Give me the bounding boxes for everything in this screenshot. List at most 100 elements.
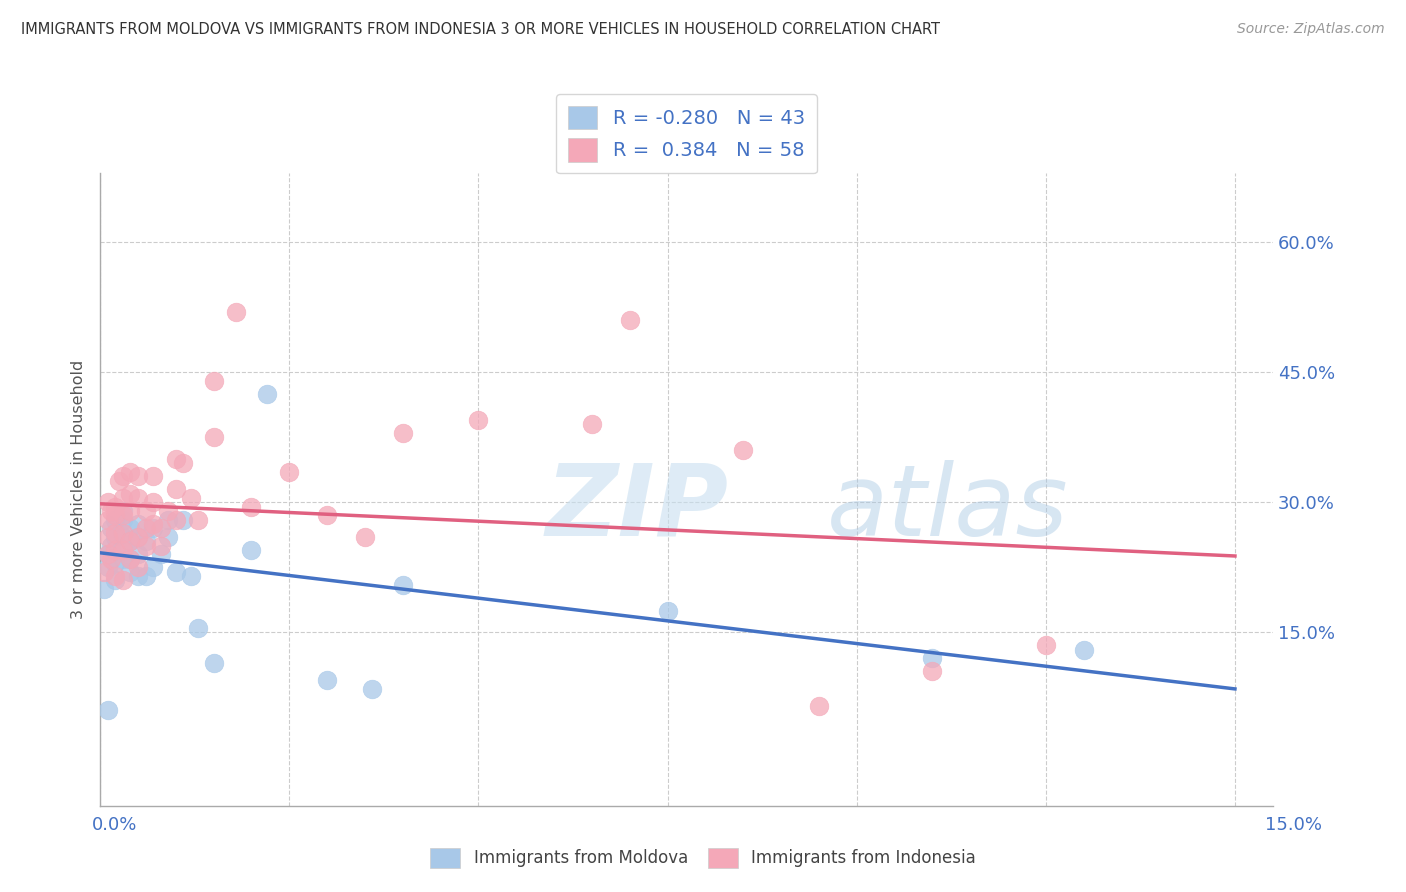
Point (142, 469, 165, 483)
Point (135, 504, 157, 518)
Point (619, 313, 641, 327)
Point (111, 512, 134, 526)
Point (165, 482, 187, 496)
Point (120, 521, 142, 535)
Point (111, 542, 134, 557)
Point (97, 547, 120, 561)
Point (111, 469, 134, 483)
Point (120, 534, 142, 549)
Point (120, 551, 142, 566)
Point (127, 516, 149, 531)
Point (361, 681, 384, 696)
Point (111, 530, 134, 544)
Y-axis label: 3 or more Vehicles in Household: 3 or more Vehicles in Household (72, 359, 86, 619)
Point (111, 539, 134, 553)
Point (921, 665, 943, 679)
Point (142, 560, 165, 574)
Point (135, 521, 157, 535)
Text: IMMIGRANTS FROM MOLDOVA VS IMMIGRANTS FROM INDONESIA 3 OR MORE VEHICLES IN HOUSE: IMMIGRANTS FROM MOLDOVA VS IMMIGRANTS FR… (21, 22, 941, 37)
Point (391, 425, 413, 440)
Point (202, 430, 225, 444)
Point (135, 569, 157, 583)
Point (104, 573, 127, 587)
Point (127, 491, 149, 505)
Point (127, 569, 149, 583)
Point (104, 500, 127, 514)
Point (142, 516, 165, 531)
Point (127, 530, 149, 544)
Point (120, 565, 142, 579)
Point (149, 521, 172, 535)
Point (240, 542, 263, 557)
Point (180, 569, 202, 583)
Point (467, 413, 489, 427)
Point (657, 604, 679, 618)
Point (1035, 638, 1057, 652)
Point (100, 551, 122, 566)
Point (127, 560, 149, 574)
Point (165, 451, 187, 466)
Text: Source: ZipAtlas.com: Source: ZipAtlas.com (1237, 22, 1385, 37)
Point (354, 530, 377, 544)
Text: 15.0%: 15.0% (1264, 816, 1322, 834)
Point (391, 577, 413, 591)
Point (97, 530, 120, 544)
Point (921, 651, 943, 665)
Legend: R = -0.280   N = 43, R =  0.384   N = 58: R = -0.280 N = 43, R = 0.384 N = 58 (557, 94, 817, 173)
Point (104, 525, 127, 540)
Point (127, 469, 149, 483)
Point (120, 504, 142, 518)
Point (108, 474, 131, 488)
Point (278, 465, 301, 479)
Point (225, 304, 247, 318)
Point (97, 560, 120, 574)
Point (111, 573, 134, 587)
Point (202, 374, 225, 388)
Point (142, 495, 165, 509)
Point (100, 504, 122, 518)
Point (100, 539, 122, 553)
Point (187, 512, 209, 526)
Point (187, 621, 209, 635)
Point (104, 530, 127, 544)
Point (104, 556, 127, 570)
Point (93, 565, 115, 579)
Point (135, 534, 157, 549)
Point (104, 508, 127, 523)
Point (97, 495, 120, 509)
Point (256, 387, 278, 401)
Point (127, 530, 149, 544)
Point (97, 703, 120, 717)
Point (120, 534, 142, 549)
Point (142, 521, 165, 535)
Point (180, 491, 202, 505)
Point (316, 508, 339, 523)
Point (165, 512, 187, 526)
Point (111, 508, 134, 523)
Point (120, 465, 142, 479)
Point (100, 521, 122, 535)
Point (240, 500, 263, 514)
Point (111, 504, 134, 518)
Point (157, 504, 180, 518)
Point (149, 539, 172, 553)
Point (316, 673, 339, 687)
Point (172, 512, 194, 526)
Legend: Immigrants from Moldova, Immigrants from Indonesia: Immigrants from Moldova, Immigrants from… (423, 841, 983, 875)
Point (157, 530, 180, 544)
Point (165, 565, 187, 579)
Point (104, 569, 127, 583)
Point (111, 491, 134, 505)
Point (149, 547, 172, 561)
Text: atlas: atlas (827, 459, 1069, 557)
Point (172, 456, 194, 470)
Text: ZIP: ZIP (546, 459, 728, 557)
Point (157, 512, 180, 526)
Point (733, 443, 755, 458)
Point (807, 698, 830, 713)
Point (202, 656, 225, 670)
Point (111, 525, 134, 540)
Point (97, 512, 120, 526)
Text: 0.0%: 0.0% (91, 816, 136, 834)
Point (111, 551, 134, 566)
